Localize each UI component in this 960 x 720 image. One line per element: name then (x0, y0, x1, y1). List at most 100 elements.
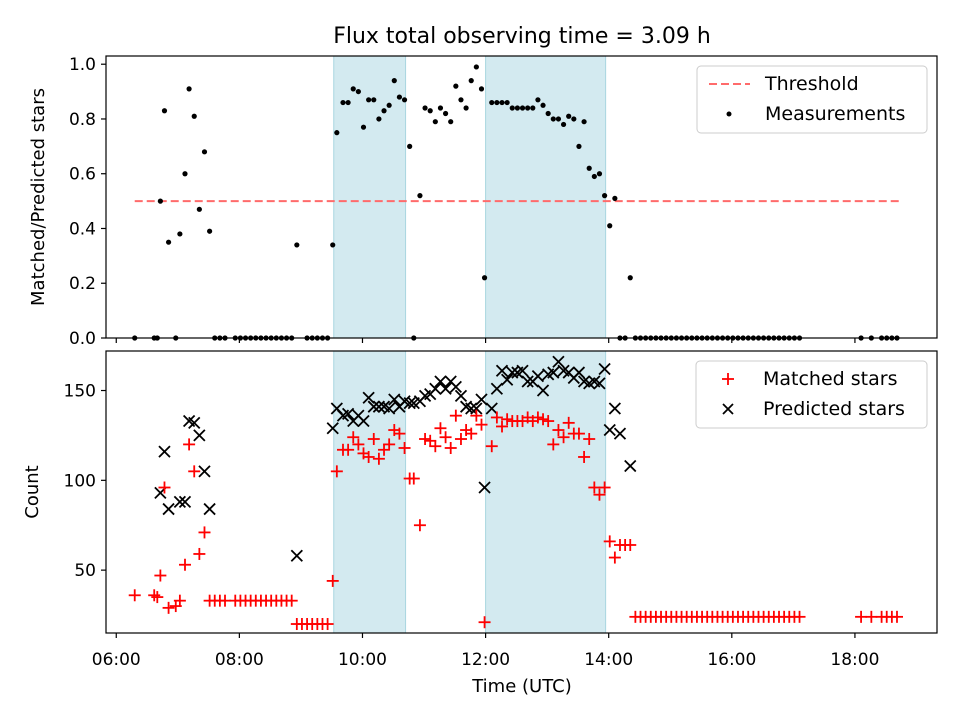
predicted-star-point (162, 502, 175, 516)
measurement-point (504, 99, 510, 106)
measurement-point (519, 105, 526, 111)
top-y-ticks: 0.0 0.2 0.4 0.6 0.8 1.0 (69, 55, 106, 349)
predicted-star-point (357, 414, 370, 428)
matched-star-point (393, 427, 406, 440)
matched-star-point (367, 433, 380, 446)
matched-star-point (496, 420, 509, 433)
measurement-point (177, 231, 183, 237)
predicted-star-point (290, 549, 303, 562)
matched-star-point (578, 450, 591, 463)
measurement-point (207, 228, 213, 234)
matched-star-point (407, 472, 420, 485)
matched-star-point (890, 610, 903, 623)
matched-star-point (158, 481, 171, 494)
matched-star-point (439, 431, 452, 444)
predicted-star-point (367, 400, 380, 413)
top-legend: Threshold Measurements (696, 65, 928, 134)
bottom-legend-box (695, 360, 928, 429)
matched-star-point (429, 440, 442, 453)
measurement-point (453, 83, 459, 89)
matched-star-point (178, 558, 191, 571)
matched-star-point (444, 441, 457, 454)
y-tick-label: 1.0 (69, 55, 96, 75)
legend-matched-label: Matched stars (763, 368, 897, 390)
measurement-point (355, 88, 361, 95)
bottom-legend: Matched stars Predicted stars (695, 360, 928, 429)
predicted-stars-series (154, 355, 637, 562)
predicted-star-point (593, 377, 606, 390)
matched-star-point (537, 413, 550, 426)
predicted-star-point (403, 396, 416, 410)
predicted-star-point (434, 375, 447, 388)
y-tick-label: 0.8 (69, 110, 96, 130)
matched-star-point (219, 594, 232, 607)
bottom-y-axis-label: Count (22, 465, 43, 518)
measurement-point (509, 105, 515, 111)
measurement-point (591, 173, 597, 180)
measurement-point (571, 116, 577, 122)
y-tick-label: 100 (64, 471, 96, 491)
measurement-point (627, 275, 633, 281)
predicted-star-point (465, 402, 478, 415)
top-axes-frame (105, 55, 938, 339)
measurement-point (576, 143, 582, 149)
predicted-star-point (478, 481, 491, 494)
bot-shaded-interval-0 (333, 351, 406, 633)
matched-star-point (572, 427, 585, 440)
bottom-y-ticks: 50 100 150 (64, 382, 106, 581)
measurement-point (427, 108, 433, 114)
matched-star-point (413, 519, 426, 532)
predicted-star-point (506, 366, 519, 379)
top-shaded-interval-1 (485, 56, 606, 338)
measurement-point (417, 193, 423, 199)
matched-star-point (552, 424, 565, 437)
measurement-point (468, 78, 474, 84)
measurement-point (545, 110, 551, 117)
predicted-star-point (326, 422, 339, 435)
predicted-star-point (439, 382, 452, 395)
measurement-point (376, 116, 382, 122)
measurement-point (555, 116, 562, 122)
matched-star-point (793, 610, 806, 623)
measurement-point (530, 105, 536, 111)
matched-star-point (154, 569, 167, 582)
measurement-point (535, 97, 541, 103)
figure-title: Flux total observing time = 3.09 h (333, 24, 711, 49)
matched-star-point (855, 610, 868, 623)
measurement-point (422, 105, 428, 111)
measurement-point (489, 99, 495, 106)
matched-star-point (583, 433, 596, 446)
predicted-star-point (454, 389, 468, 403)
matched-star-point (188, 465, 201, 478)
bottom-shaded-intervals (333, 351, 607, 633)
predicted-star-point (178, 495, 192, 509)
matched-star-point (603, 535, 616, 548)
matched-star-point (326, 574, 339, 587)
matched-star-point (562, 416, 575, 429)
x-tick-label: 14:00 (584, 650, 633, 670)
measurement-point (458, 97, 464, 103)
predicted-star-point (501, 373, 514, 386)
y-tick-label: 50 (74, 561, 96, 581)
matched-star-point (542, 415, 555, 428)
predicted-star-point (490, 382, 504, 395)
top-legend-box (696, 65, 928, 134)
matched-star-point (557, 431, 570, 444)
y-tick-label: 0.2 (69, 274, 96, 294)
matched-star-point (362, 450, 375, 463)
measurement-point (407, 143, 413, 149)
matched-star-point (378, 443, 391, 456)
measurement-point (345, 99, 351, 106)
measurement-point (330, 242, 336, 248)
y-tick-label: 150 (64, 382, 96, 402)
predicted-star-point (388, 393, 401, 406)
x-tick-label: 18:00 (830, 650, 879, 670)
predicted-star-point (173, 495, 187, 509)
measurement-point (191, 113, 197, 119)
matched-star-point (285, 594, 298, 607)
matched-star-point (865, 610, 878, 623)
measurement-point (607, 223, 613, 229)
matched-star-point (465, 427, 478, 440)
measurement-point (494, 99, 500, 106)
